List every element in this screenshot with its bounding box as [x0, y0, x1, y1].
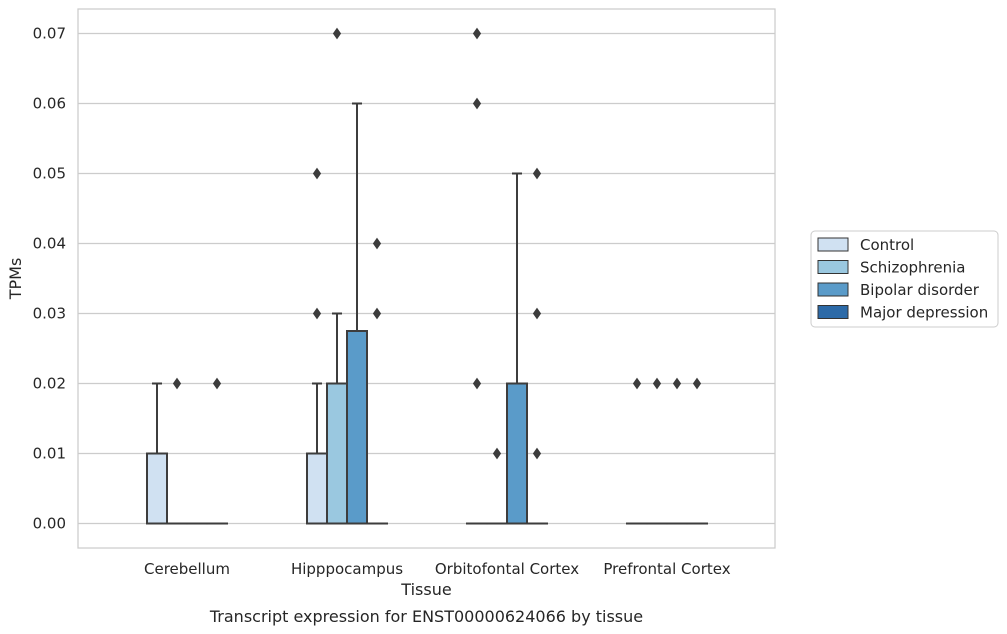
- box-orbitofontal-cortex-major-depression: [526, 167, 548, 525]
- box-hipppocampus-bipolar-disorder: [346, 102, 368, 525]
- box-body: [146, 452, 168, 525]
- chart-caption: Transcript expression for ENST0000062406…: [209, 607, 643, 626]
- outlier-point: [312, 307, 322, 320]
- box-orbitofontal-cortex-schizophrenia: [486, 447, 508, 525]
- y-tick-label: 0.07: [33, 25, 66, 43]
- legend-swatch: [817, 237, 849, 252]
- legend-frame: [810, 230, 999, 328]
- outlier-point: [472, 377, 482, 390]
- y-axis-ticks: 0.00 0.01 0.02 0.03 0.04 0.05 0.06 0.07: [33, 25, 66, 533]
- legend-label: Bipolar disorder: [860, 281, 980, 299]
- gridlines: [78, 32, 775, 525]
- box-plot-marks: [146, 27, 708, 525]
- outlier-point: [672, 377, 682, 390]
- x-axis-ticks: Cerebellum Hipppocampus Orbitofontal Corte…: [144, 560, 731, 578]
- y-tick-label: 0.04: [33, 235, 66, 253]
- y-tick-label: 0.01: [33, 445, 66, 463]
- y-tick-label: 0.02: [33, 375, 66, 393]
- outlier-point: [532, 307, 542, 320]
- outlier-point: [632, 377, 642, 390]
- box-orbitofontal-cortex-bipolar-disorder: [506, 172, 528, 525]
- outlier-point: [332, 27, 342, 40]
- legend-swatch: [817, 305, 849, 319]
- outlier-point: [312, 167, 322, 180]
- legend: Control Schizophrenia Bipolar disorder Majo…: [810, 230, 999, 328]
- y-tick-label: 0.06: [33, 95, 66, 113]
- legend-swatch: [817, 260, 849, 274]
- outlier-point: [532, 447, 542, 460]
- legend-label: Schizophrenia: [860, 259, 965, 277]
- legend-swatch: [817, 282, 849, 297]
- outlier-point: [172, 377, 182, 390]
- x-tick-label: Prefrontal Cortex: [603, 560, 730, 578]
- x-tick-label: Cerebellum: [144, 560, 230, 578]
- box-prefrontal-cortex-major-depression: [686, 377, 708, 525]
- legend-label: Major depression: [860, 304, 988, 322]
- box-cerebellum-schizophrenia: [166, 377, 188, 525]
- box-cerebellum-major-depression: [206, 377, 228, 525]
- box-hipppocampus-major-depression: [366, 237, 388, 525]
- box-prefrontal-cortex-schizophrenia: [646, 377, 668, 525]
- outlier-point: [472, 97, 482, 110]
- box-hipppocampus-schizophrenia: [326, 27, 348, 525]
- outlier-point: [692, 377, 702, 390]
- outlier-point: [372, 307, 382, 320]
- box-hipppocampus-control: [306, 167, 328, 525]
- box-prefrontal-cortex-control: [626, 377, 648, 525]
- plot-frame: [77, 8, 776, 549]
- x-tick-label: Orbitofontal Cortex: [435, 560, 579, 578]
- y-tick-label: 0.00: [33, 515, 66, 533]
- outlier-point: [212, 377, 222, 390]
- y-tick-label: 0.03: [33, 305, 66, 323]
- y-axis-label: TPMs: [6, 258, 25, 301]
- outlier-point: [652, 377, 662, 390]
- y-tick-label: 0.05: [33, 165, 66, 183]
- outlier-point: [492, 447, 502, 460]
- box-cerebellum-control: [146, 382, 168, 525]
- box-body: [506, 382, 528, 525]
- box-prefrontal-cortex-bipolar-disorder: [666, 377, 688, 525]
- outlier-point: [372, 237, 382, 250]
- x-tick-label: Hipppocampus: [291, 560, 403, 578]
- box-body: [346, 330, 368, 525]
- outlier-point: [472, 27, 482, 40]
- x-axis-label: Tissue: [400, 580, 451, 599]
- box-body: [326, 382, 348, 525]
- legend-label: Control: [860, 236, 914, 254]
- box-orbitofontal-cortex-control: [466, 27, 488, 525]
- box-body: [306, 452, 328, 525]
- outlier-point: [532, 167, 542, 180]
